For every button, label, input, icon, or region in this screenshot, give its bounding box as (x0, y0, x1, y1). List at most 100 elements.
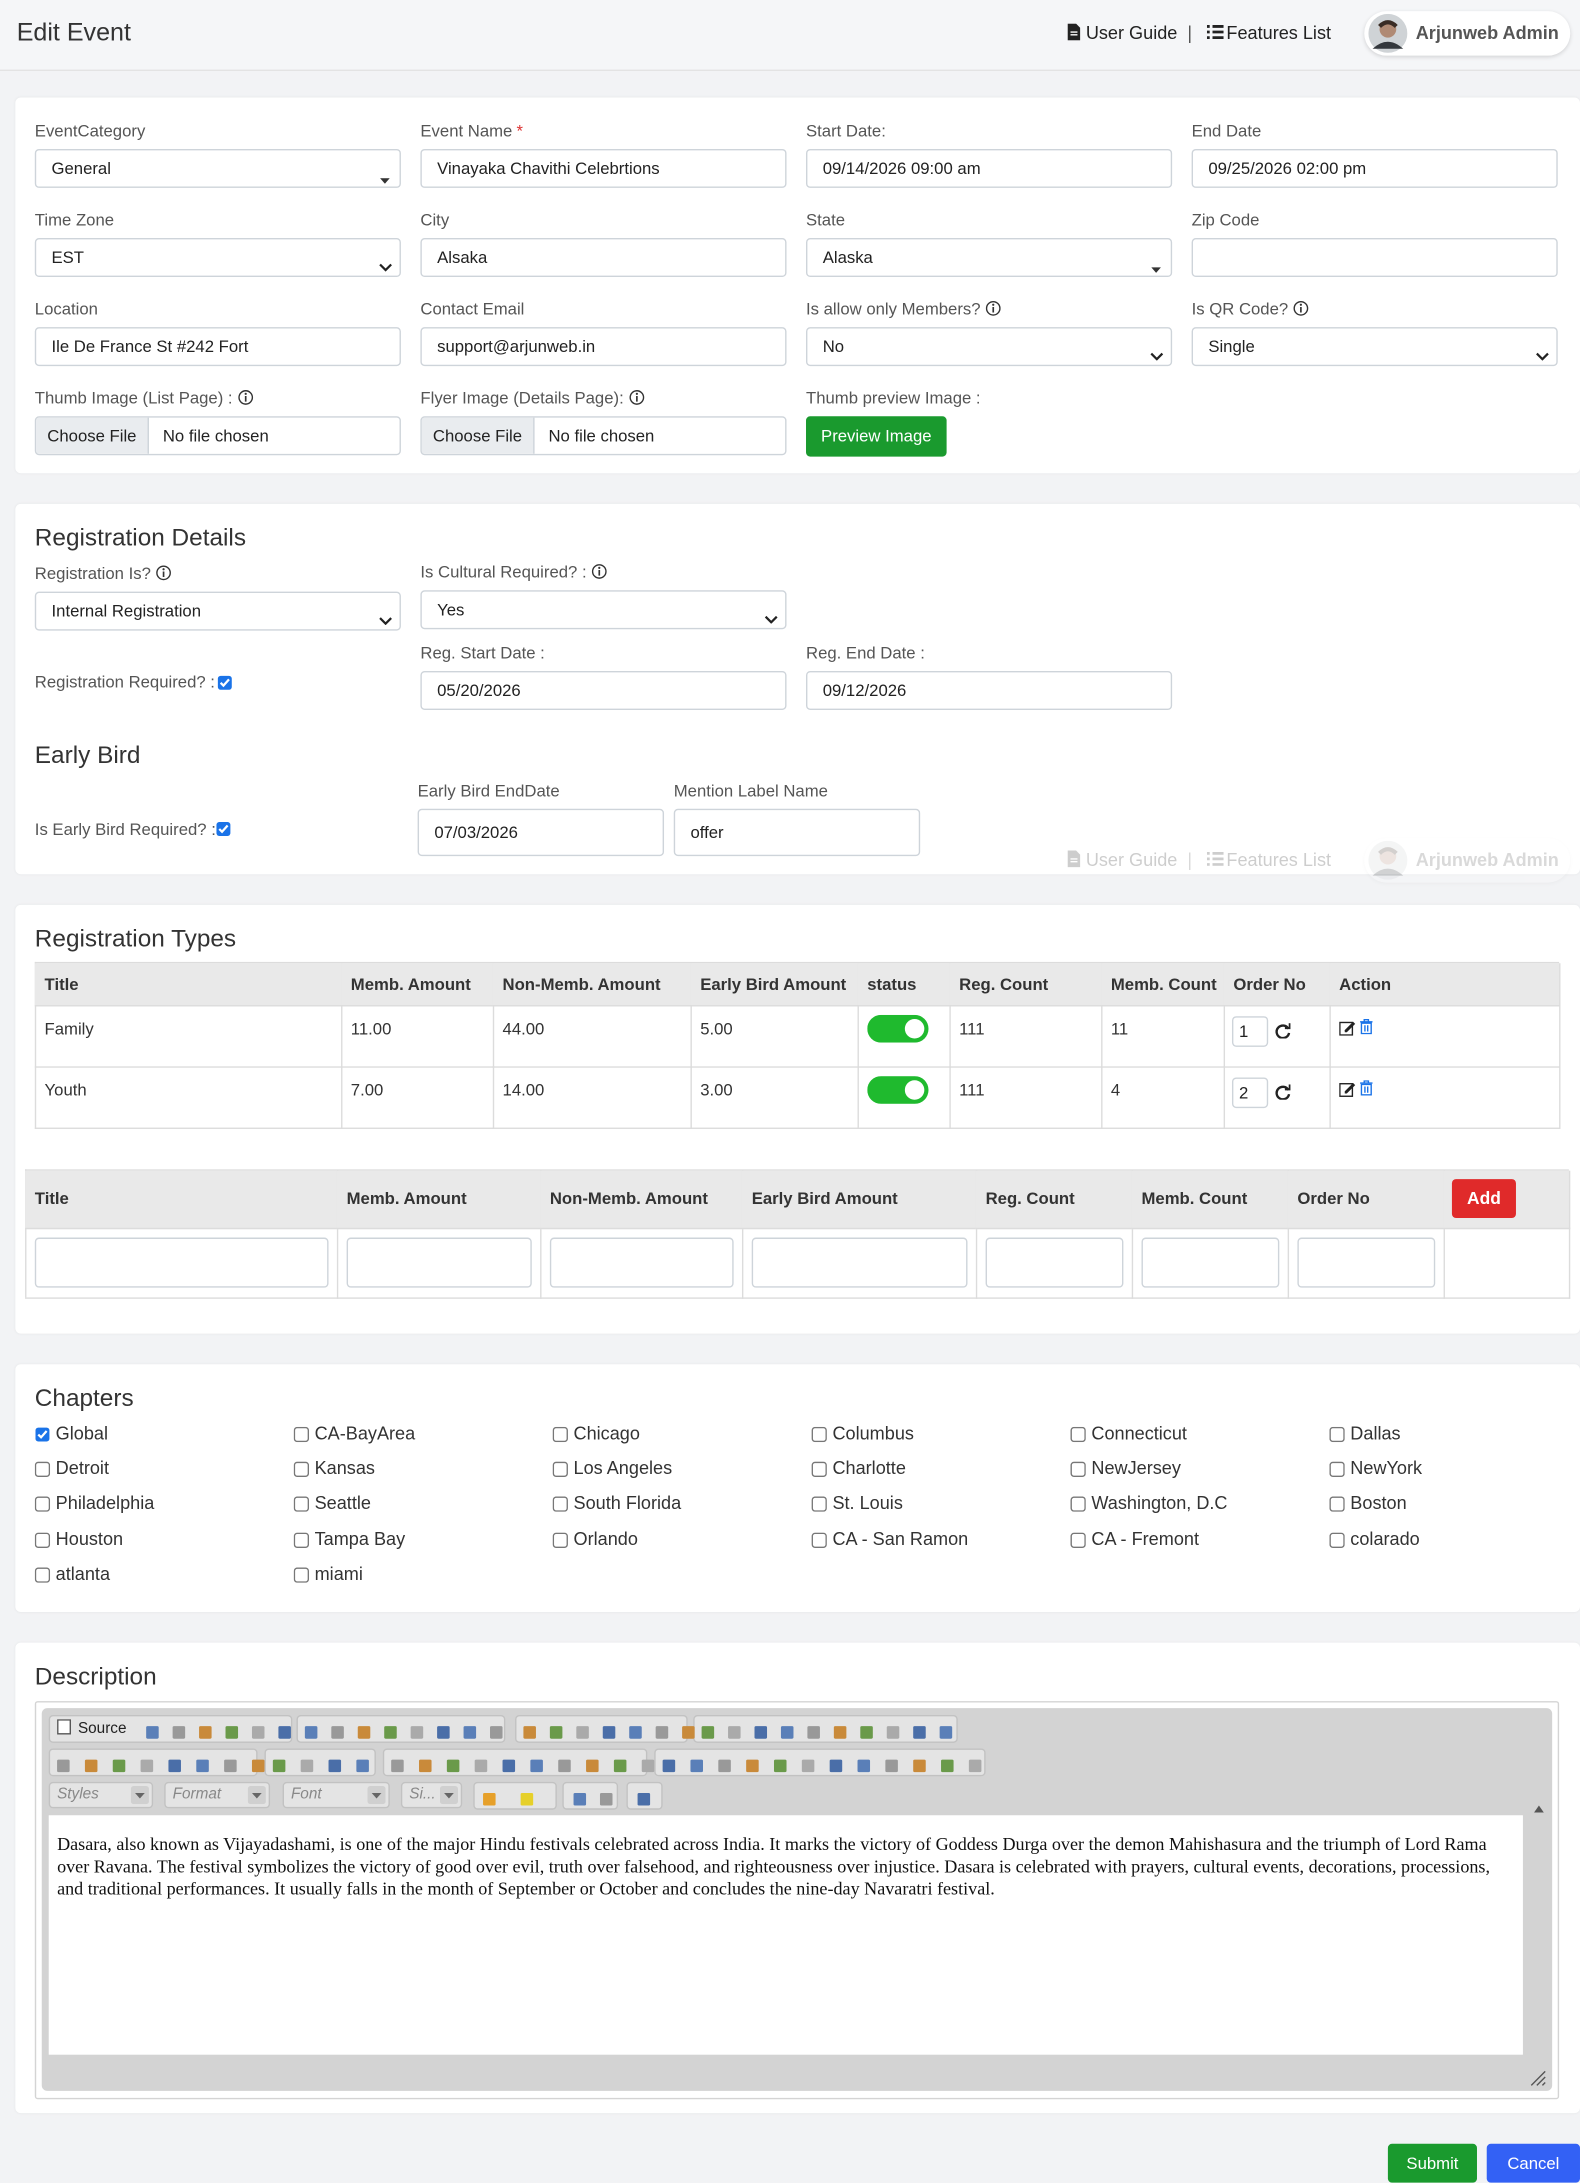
text-input[interactable] (549, 1237, 734, 1288)
select-input[interactable]: Alaska (806, 238, 1173, 278)
checkbox[interactable] (1329, 1529, 1345, 1548)
toolbar-icon[interactable] (938, 1722, 953, 1739)
toolbar-icon[interactable] (171, 1722, 186, 1739)
description-text[interactable]: Dasara, also known as Vijayadashami, is … (57, 1833, 1490, 1899)
toolbar-combo[interactable]: Styles (48, 1781, 154, 1809)
text-input[interactable]: 07/03/2026 (417, 808, 665, 857)
toolbar-icon[interactable] (223, 1755, 238, 1773)
file-button[interactable]: Choose File (421, 417, 535, 454)
toolbar-icon[interactable] (557, 1755, 572, 1773)
cancel-button[interactable]: Cancel (1486, 2143, 1580, 2183)
checkbox[interactable] (552, 1424, 568, 1443)
order-input[interactable]: 1 (1231, 1016, 1269, 1047)
text-input[interactable] (34, 1237, 329, 1288)
user-name[interactable]: Arjunweb Admin (1415, 22, 1559, 44)
text-input[interactable] (1191, 238, 1558, 278)
toolbar-icon[interactable] (330, 1722, 345, 1739)
checkbox[interactable] (293, 1494, 310, 1513)
toolbar-icon[interactable] (967, 1755, 982, 1773)
checkbox[interactable] (811, 1424, 827, 1443)
edit-icon[interactable] (1339, 1082, 1356, 1097)
checkbox[interactable] (1070, 1529, 1086, 1548)
toolbar-icon[interactable] (727, 1722, 742, 1739)
checkbox[interactable] (34, 1564, 51, 1583)
checkbox[interactable] (1329, 1494, 1345, 1513)
text-input[interactable]: support@arjunweb.in (420, 327, 787, 367)
toolbar-icon[interactable] (832, 1722, 847, 1739)
checkbox[interactable] (811, 1529, 827, 1548)
checkbox[interactable] (1070, 1424, 1086, 1443)
text-input[interactable] (751, 1237, 968, 1288)
toolbar-icon[interactable] (436, 1722, 451, 1739)
editor-body[interactable] (48, 1815, 1523, 2055)
toolbar-icon[interactable] (271, 1755, 286, 1773)
features-list-link[interactable]: Features List (1226, 849, 1332, 871)
toolbar-icon[interactable] (167, 1755, 182, 1773)
checkbox[interactable] (552, 1529, 568, 1548)
toolbar-icon[interactable] (277, 1722, 292, 1739)
delete-icon[interactable] (1360, 1080, 1373, 1096)
toolbar-icon[interactable] (548, 1722, 563, 1739)
toolbar-icon[interactable] (613, 1755, 628, 1773)
info-icon[interactable] (986, 300, 1002, 320)
toolbar-icon[interactable] (195, 1755, 210, 1773)
toolbar-icon[interactable] (859, 1722, 874, 1739)
checkbox[interactable] (552, 1459, 568, 1478)
toolbar-icon[interactable] (251, 1755, 266, 1773)
add-button[interactable]: Add (1451, 1179, 1516, 1219)
toolbar-icon[interactable] (753, 1722, 768, 1739)
toolbar-icon[interactable] (717, 1755, 732, 1773)
toolbar-icon[interactable] (356, 1722, 371, 1739)
info-icon[interactable] (1294, 300, 1309, 320)
checkbox[interactable] (34, 1459, 51, 1478)
checkbox[interactable] (552, 1494, 568, 1513)
features-list-link[interactable]: Features List (1226, 22, 1332, 44)
toolbar-icon[interactable] (912, 1755, 927, 1773)
toolbar-icon[interactable] (462, 1722, 477, 1739)
toolbar-icon[interactable] (303, 1722, 318, 1739)
toolbar-icon[interactable] (856, 1755, 871, 1773)
toolbar-icon[interactable] (806, 1722, 821, 1739)
toolbar-icon[interactable] (473, 1755, 488, 1773)
toolbar-icon[interactable] (773, 1755, 788, 1773)
toolbar-icon[interactable] (56, 1755, 71, 1773)
toolbar-icon[interactable] (84, 1755, 99, 1773)
toolbar-icon[interactable] (884, 1755, 899, 1773)
select-input[interactable]: Yes (420, 590, 787, 630)
edit-icon[interactable] (1339, 1020, 1356, 1036)
toolbar-icon[interactable] (519, 1789, 534, 1806)
select-input[interactable]: Single (1191, 327, 1558, 367)
toolbar-icon[interactable] (575, 1722, 590, 1739)
user-name[interactable]: Arjunweb Admin (1415, 849, 1559, 871)
toolbar-icon[interactable] (689, 1755, 704, 1773)
text-input[interactable]: offer (673, 808, 921, 857)
text-input[interactable] (985, 1237, 1124, 1288)
text-input[interactable] (1297, 1237, 1436, 1288)
toolbar-icon[interactable] (251, 1722, 266, 1739)
toolbar-icon[interactable] (409, 1722, 424, 1739)
toolbar-icon[interactable] (299, 1755, 314, 1773)
status-toggle[interactable] (867, 1076, 929, 1104)
toolbar-icon[interactable] (599, 1789, 614, 1806)
toolbar-icon[interactable] (628, 1722, 643, 1739)
toolbar-icon[interactable] (640, 1755, 655, 1773)
toolbar-icon[interactable] (390, 1755, 405, 1773)
info-icon[interactable] (238, 390, 254, 409)
checkbox[interactable] (1070, 1459, 1086, 1478)
checkbox[interactable] (1329, 1459, 1345, 1478)
checkbox[interactable] (1070, 1494, 1086, 1513)
toolbar-icon[interactable] (145, 1722, 160, 1739)
toolbar-icon[interactable] (912, 1722, 927, 1739)
checkbox[interactable] (1329, 1424, 1345, 1443)
toolbar-icon[interactable] (522, 1722, 537, 1739)
checkbox[interactable] (293, 1529, 310, 1548)
text-input[interactable] (346, 1237, 532, 1288)
toolbar-combo[interactable]: Format (164, 1781, 271, 1809)
toolbar-icon[interactable] (800, 1755, 815, 1773)
toolbar-icon[interactable] (198, 1722, 213, 1739)
toolbar-icon[interactable] (383, 1722, 398, 1739)
text-input[interactable]: 09/12/2026 (806, 670, 1173, 710)
checkbox[interactable] (34, 1494, 51, 1513)
text-input[interactable]: Ile De France St #242 Fort (34, 327, 401, 367)
checkbox[interactable] (293, 1564, 310, 1583)
